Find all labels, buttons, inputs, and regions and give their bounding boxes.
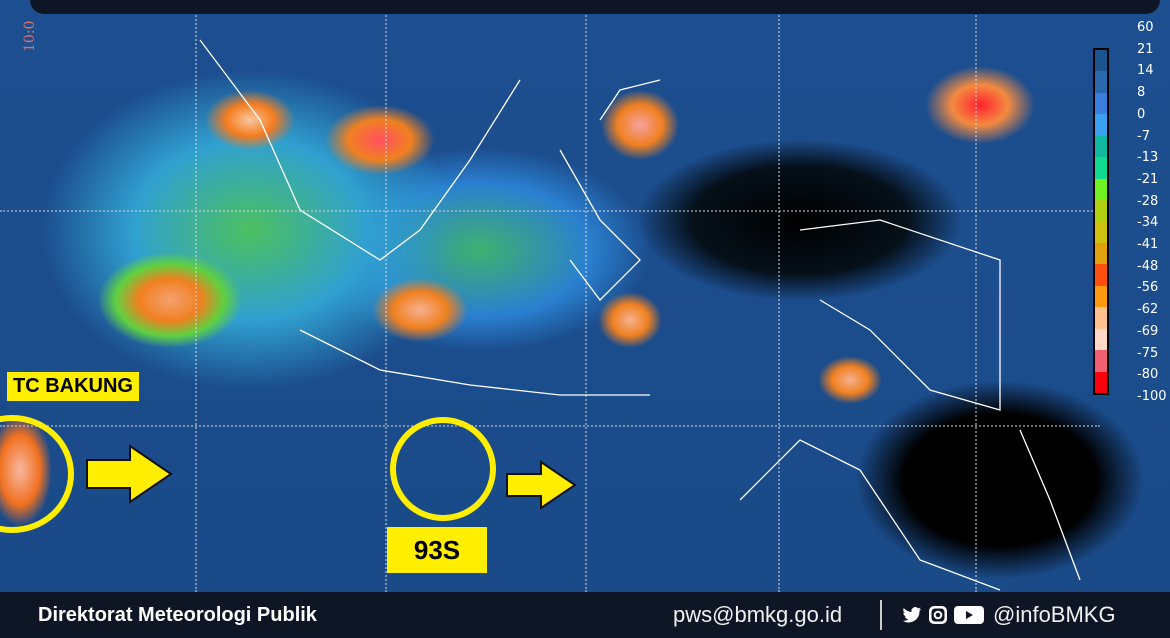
legend-label: -56 bbox=[1137, 280, 1159, 296]
social-handle[interactable]: @infoBMKG bbox=[993, 602, 1116, 627]
legend-swatch bbox=[1095, 71, 1107, 93]
legend-swatch bbox=[1095, 307, 1107, 329]
grid-line bbox=[385, 0, 387, 592]
coastlines bbox=[199, 39, 1081, 591]
legend-label: -100 bbox=[1137, 388, 1167, 404]
legend-swatch bbox=[1095, 285, 1107, 308]
legend-label: -80 bbox=[1137, 367, 1159, 383]
legend-label: 0 bbox=[1137, 106, 1146, 122]
legend-label: -28 bbox=[1137, 193, 1159, 209]
legend-label: 21 bbox=[1137, 41, 1154, 57]
legend-color-bar bbox=[1093, 48, 1109, 395]
instagram-icon[interactable] bbox=[928, 605, 948, 625]
grid-line bbox=[0, 425, 1100, 427]
top-bar bbox=[30, 0, 1160, 14]
legend-label: -7 bbox=[1137, 128, 1150, 144]
legend-swatch bbox=[1095, 200, 1107, 222]
legend-label: 60 bbox=[1137, 20, 1154, 35]
legend-swatch bbox=[1095, 371, 1107, 393]
legend-swatch bbox=[1095, 350, 1107, 372]
grid-line bbox=[0, 210, 1100, 212]
contact-email[interactable]: pws@bmkg.go.id bbox=[673, 602, 843, 627]
legend-label: -34 bbox=[1137, 215, 1159, 231]
arrow-right-icon bbox=[506, 460, 577, 510]
legend-label: -69 bbox=[1137, 323, 1159, 339]
legend-label: 8 bbox=[1137, 85, 1146, 101]
legend-swatch bbox=[1095, 328, 1107, 351]
legend-swatch bbox=[1095, 178, 1107, 201]
grid-line bbox=[778, 0, 780, 592]
legend-label: -13 bbox=[1137, 150, 1159, 166]
legend-swatch bbox=[1095, 92, 1107, 115]
legend-label: -41 bbox=[1137, 237, 1159, 252]
divider bbox=[880, 600, 882, 630]
legend-swatch bbox=[1095, 135, 1107, 158]
tc-bakung-label: TC BAKUNG bbox=[7, 372, 139, 401]
legend-label: -48 bbox=[1137, 258, 1159, 274]
legend-swatch bbox=[1095, 242, 1107, 265]
footer: Direktorat Meteorologi Publik pws@bmkg.g… bbox=[0, 592, 1170, 638]
invest-93s-label: 93S bbox=[387, 527, 487, 573]
timestamp: 10:0 bbox=[22, 20, 38, 52]
invest-93s-circle bbox=[390, 417, 496, 521]
grid-line bbox=[585, 0, 587, 592]
legend-label: -75 bbox=[1137, 345, 1159, 361]
legend-swatch bbox=[1095, 114, 1107, 136]
legend-swatch bbox=[1095, 157, 1107, 179]
legend-label: -62 bbox=[1137, 302, 1159, 318]
youtube-icon[interactable] bbox=[954, 605, 984, 625]
satellite-map bbox=[0, 0, 1170, 592]
legend-swatch bbox=[1095, 221, 1107, 243]
twitter-icon[interactable] bbox=[902, 606, 922, 624]
grid-line bbox=[975, 0, 977, 592]
legend-label: 14 bbox=[1137, 63, 1154, 79]
legend-label: -21 bbox=[1137, 171, 1159, 187]
legend-swatch bbox=[1095, 264, 1107, 286]
organization-name: Direktorat Meteorologi Publik bbox=[38, 603, 317, 626]
grid-line bbox=[195, 0, 197, 592]
legend-swatch bbox=[1095, 50, 1107, 72]
arrow-right-icon bbox=[86, 444, 173, 504]
